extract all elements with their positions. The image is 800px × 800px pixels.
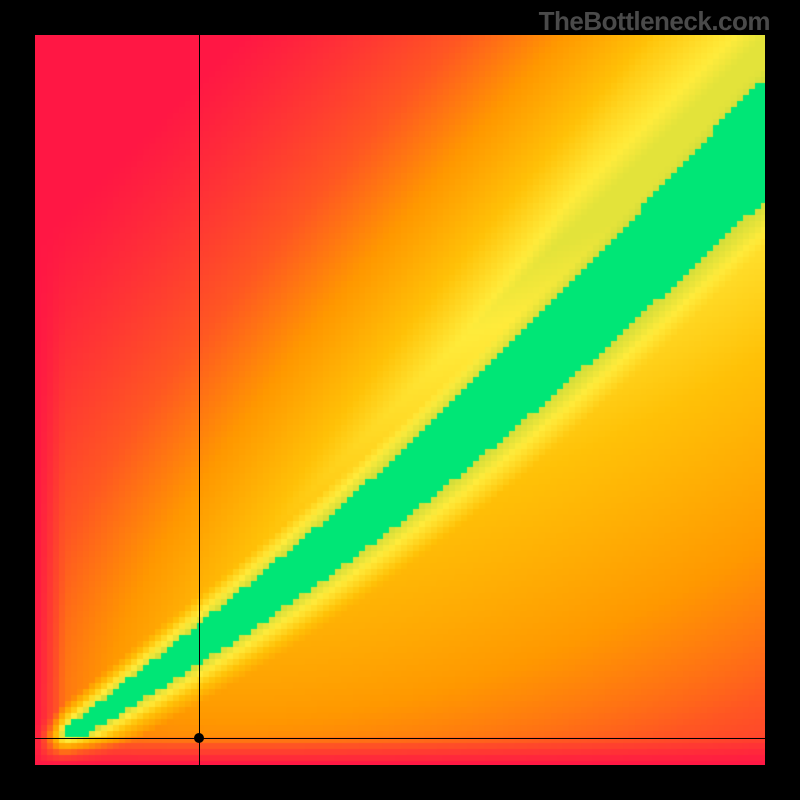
crosshair-marker xyxy=(194,733,204,743)
heatmap-canvas xyxy=(35,35,765,765)
crosshair-vertical xyxy=(199,35,200,765)
crosshair-horizontal xyxy=(35,738,765,739)
heatmap-plot xyxy=(35,35,765,765)
watermark-text: TheBottleneck.com xyxy=(539,6,770,37)
